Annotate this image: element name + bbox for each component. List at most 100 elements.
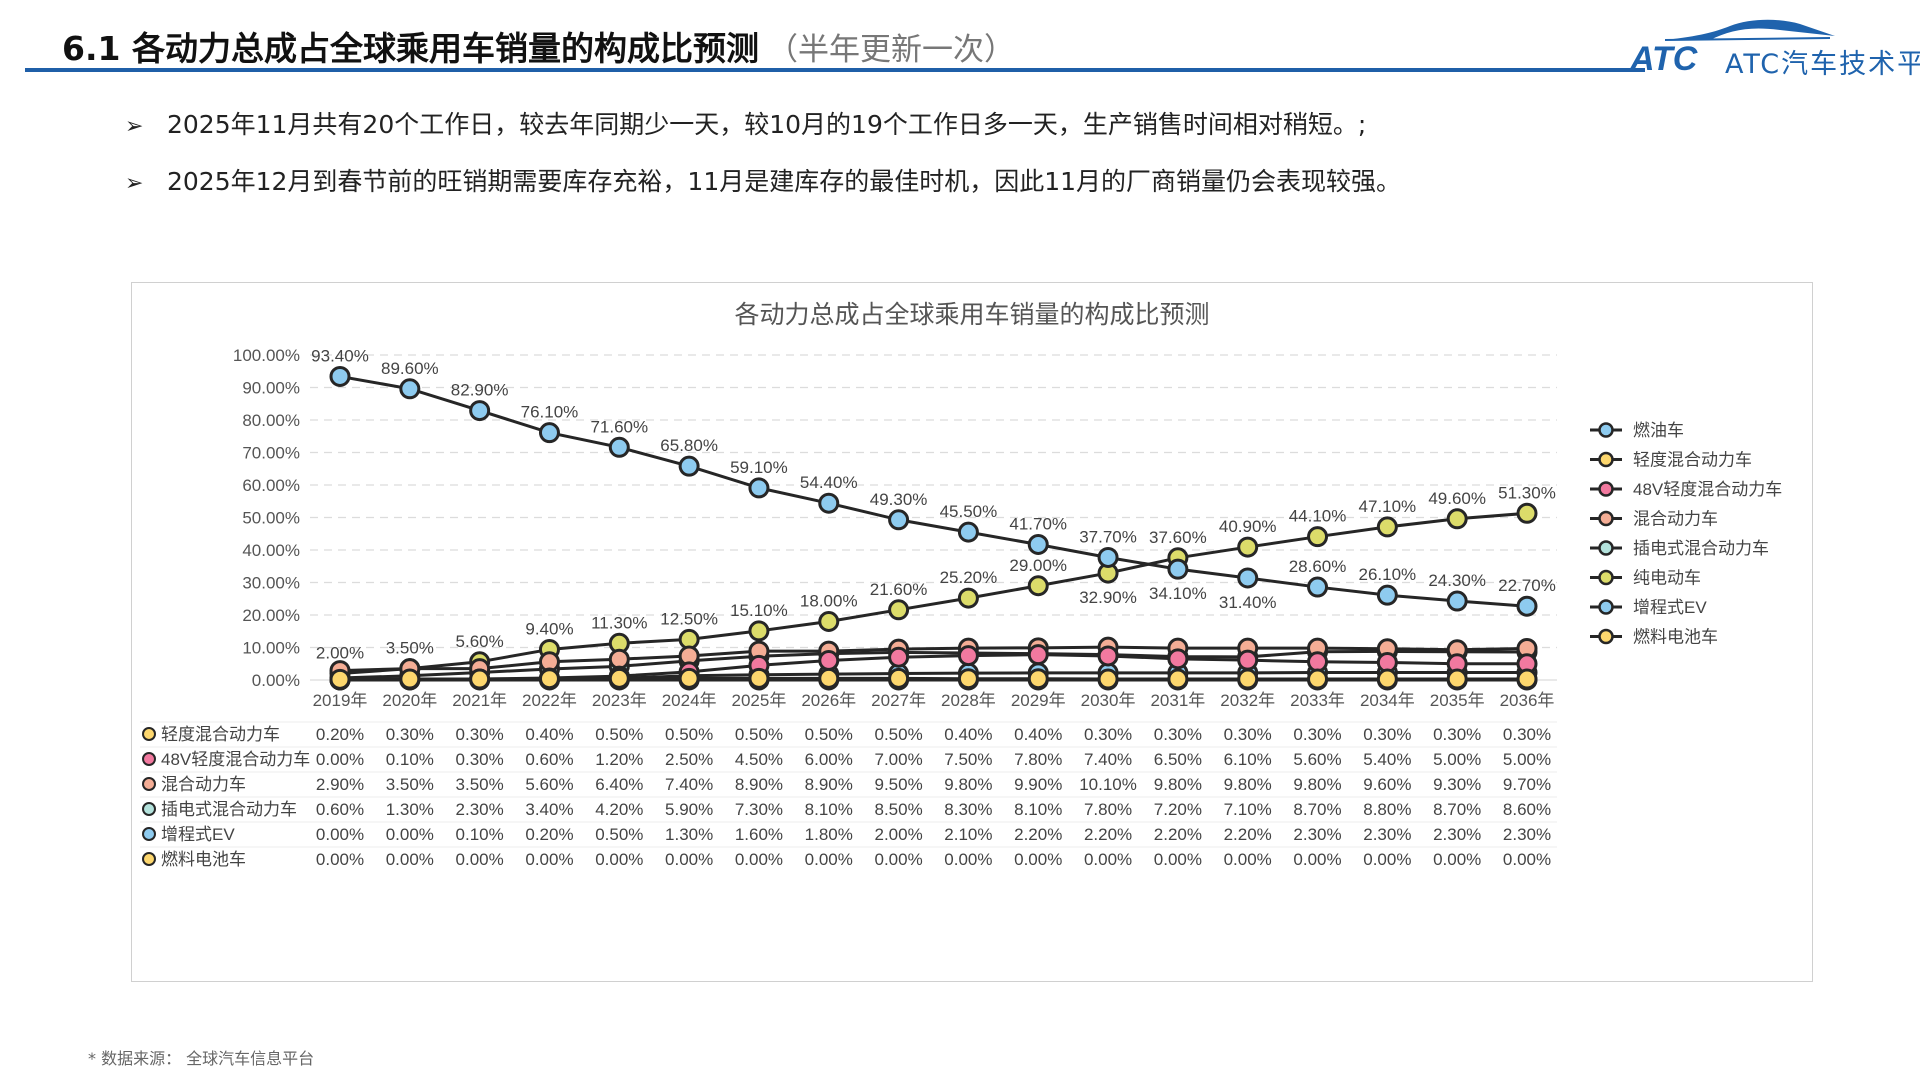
x-tick-label: 2028年 — [941, 691, 996, 710]
data-label: 8.70% — [1433, 800, 1481, 819]
data-label: 2.90% — [316, 775, 364, 794]
y-tick-label: 80.00% — [242, 411, 300, 430]
x-tick-label: 2023年 — [592, 691, 647, 710]
legend-label: 燃料电池车 — [1633, 628, 1718, 647]
data-point — [1027, 575, 1049, 597]
x-tick-label: 2022年 — [522, 691, 577, 710]
data-label: 26.10% — [1359, 565, 1417, 584]
x-tick-label: 2024年 — [662, 691, 717, 710]
data-table-row-label: 48V轻度混合动力车 — [161, 750, 310, 769]
data-label: 5.00% — [1503, 750, 1551, 769]
data-label: 44.10% — [1289, 507, 1347, 526]
data-label: 1.30% — [665, 825, 713, 844]
data-label: 0.00% — [316, 850, 364, 869]
data-table-row-label: 混合动力车 — [161, 775, 246, 794]
series-line — [339, 374, 1528, 608]
data-label: 45.50% — [940, 502, 998, 521]
y-tick-label: 0.00% — [252, 671, 300, 690]
data-point — [888, 667, 910, 689]
data-point — [608, 648, 630, 670]
data-point — [888, 599, 910, 621]
bullet-item: ➢ 2025年12月到春节前的旺销期需要库存充裕，11月是建库存的最佳时机，因此1… — [125, 162, 1401, 198]
data-label: 9.40% — [525, 619, 573, 638]
data-label: 9.80% — [1293, 775, 1341, 794]
data-label: 3.50% — [386, 775, 434, 794]
x-tick-label: 2032年 — [1220, 691, 1275, 710]
series-line — [339, 653, 1527, 682]
legend-marker — [1598, 569, 1614, 586]
data-label: 7.00% — [874, 750, 922, 769]
data-label: 2.00% — [874, 825, 922, 844]
arrowhead-icon: ➢ — [125, 171, 144, 196]
bullet-item: ➢ 2025年11月共有20个工作日，较去年同期少一天，较10月的19个工作日多一… — [125, 105, 1366, 141]
data-label: 7.40% — [1084, 750, 1132, 769]
data-label: 32.90% — [1079, 588, 1137, 607]
data-source-note: * 数据来源： 全球汽车信息平台 — [88, 1049, 315, 1068]
data-label: 8.90% — [735, 775, 783, 794]
data-point — [469, 668, 491, 690]
data-label: 0.00% — [1084, 850, 1132, 869]
data-table-row-marker — [142, 802, 156, 816]
legend-label: 混合动力车 — [1633, 510, 1718, 529]
data-label: 12.50% — [660, 609, 718, 628]
data-label: 76.10% — [521, 403, 579, 422]
data-label: 1.20% — [595, 750, 643, 769]
data-label: 4.50% — [735, 750, 783, 769]
data-point — [1167, 668, 1189, 690]
series-line — [339, 645, 1528, 673]
data-label: 3.40% — [525, 800, 573, 819]
data-label: 0.00% — [1224, 850, 1272, 869]
legend-marker — [1598, 481, 1614, 497]
x-tick-label: 2019年 — [313, 691, 368, 710]
data-label: 0.00% — [1014, 850, 1062, 869]
data-label: 0.00% — [1154, 850, 1202, 869]
data-label: 0.00% — [595, 850, 643, 869]
data-label: 0.00% — [316, 750, 364, 769]
data-label: 0.00% — [874, 850, 922, 869]
data-label: 8.80% — [1363, 800, 1411, 819]
data-label: 40.90% — [1219, 517, 1277, 536]
data-label: 0.00% — [805, 850, 853, 869]
data-point — [1167, 648, 1189, 670]
data-point — [748, 477, 770, 499]
bullet-text: 2025年11月共有20个工作日，较去年同期少一天，较10月的19个工作日多一天… — [167, 110, 1367, 139]
x-tick-label: 2026年 — [801, 691, 856, 710]
data-point — [399, 378, 421, 400]
data-label: 5.90% — [665, 800, 713, 819]
data-label: 18.00% — [800, 592, 858, 611]
x-tick-label: 2025年 — [732, 691, 787, 710]
data-label: 7.80% — [1014, 750, 1062, 769]
data-label: 2.20% — [1084, 825, 1132, 844]
data-label: 8.10% — [1014, 800, 1062, 819]
data-label: 0.00% — [944, 850, 992, 869]
data-table-row-label: 增程式EV — [161, 825, 235, 844]
legend-marker — [1598, 628, 1614, 645]
series-line — [339, 676, 1527, 681]
data-point — [1376, 516, 1398, 538]
data-label: 2.30% — [1503, 825, 1551, 844]
data-point — [748, 620, 770, 642]
data-point — [1376, 584, 1398, 606]
data-label: 8.50% — [874, 800, 922, 819]
chart-title: 各动力总成占全球乘用车销量的构成比预测 — [734, 301, 1209, 329]
data-point — [678, 667, 700, 689]
data-point — [1237, 536, 1259, 558]
legend-marker — [1598, 451, 1614, 468]
x-tick-label: 2034年 — [1360, 691, 1415, 710]
data-label: 2.30% — [1293, 825, 1341, 844]
data-label: 9.70% — [1503, 775, 1551, 794]
y-tick-label: 100.00% — [233, 346, 300, 365]
data-table-row-label: 燃料电池车 — [161, 850, 246, 869]
data-point — [1376, 668, 1398, 690]
data-label: 37.70% — [1079, 527, 1137, 546]
data-point — [957, 668, 979, 690]
data-label: 2.20% — [1014, 825, 1062, 844]
data-point — [818, 611, 840, 632]
data-point — [1446, 590, 1468, 612]
page-title: 6.1 各动力总成占全球乘用车销量的构成比预测 （半年更新一次） — [62, 22, 1015, 70]
data-label: 2.10% — [944, 825, 992, 844]
data-point — [329, 668, 351, 690]
data-label: 25.20% — [940, 568, 998, 587]
data-label: 22.70% — [1498, 576, 1556, 595]
data-point — [888, 509, 910, 531]
